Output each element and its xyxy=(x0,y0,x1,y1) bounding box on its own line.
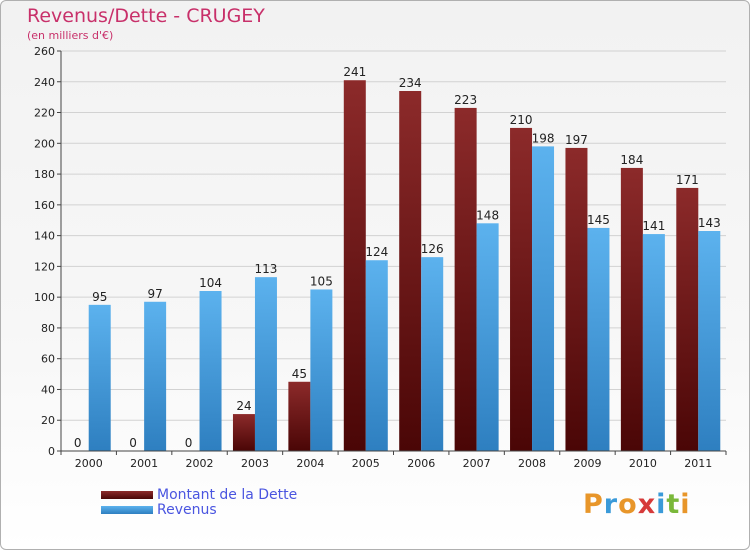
logo-letter: P xyxy=(583,489,604,520)
y-tick-label: 0 xyxy=(48,445,55,458)
data-label-debt: 184 xyxy=(620,153,643,167)
legend-label-debt: Montant de la Dette xyxy=(157,486,298,503)
x-tick-label: 2005 xyxy=(352,457,380,470)
bar-revenus xyxy=(144,301,167,451)
x-tick-label: 2008 xyxy=(518,457,546,470)
grid-lines xyxy=(61,50,726,452)
logo-letter: r xyxy=(603,489,619,520)
data-label-debt: 210 xyxy=(510,113,533,127)
x-tick-label: 2000 xyxy=(75,457,103,470)
proxiti-logo: Proxiti xyxy=(583,489,691,520)
y-tick-label: 100 xyxy=(34,291,55,304)
legend: Montant de la Dette Revenus xyxy=(101,486,298,518)
data-label-revenus: 124 xyxy=(365,245,388,259)
x-tick-label: 2006 xyxy=(407,457,435,470)
bar-debt xyxy=(510,127,533,451)
y-tick-label: 180 xyxy=(34,168,55,181)
legend-swatch-debt xyxy=(101,490,153,499)
bar-revenus xyxy=(421,257,444,451)
bar-debt xyxy=(343,80,366,451)
bar-revenus xyxy=(476,223,499,451)
bar-debt xyxy=(620,167,643,451)
data-label-debt: 24 xyxy=(236,399,251,413)
bar-debt xyxy=(232,414,255,451)
bar-revenus xyxy=(88,304,111,451)
data-label-revenus: 141 xyxy=(642,219,665,233)
y-axis: 0 20 40 60 80 100 120 140 160 180 200 220 240 260 xyxy=(34,45,62,458)
data-label-debt: 234 xyxy=(399,76,422,90)
data-label-revenus: 198 xyxy=(532,131,555,145)
y-tick-label: 220 xyxy=(34,107,55,120)
bar-revenus xyxy=(365,260,388,451)
x-tick-label: 2003 xyxy=(241,457,269,470)
data-label-debt: 223 xyxy=(454,93,477,107)
legend-label-revenus: Revenus xyxy=(157,501,217,518)
data-label-revenus: 113 xyxy=(255,262,278,276)
data-label-revenus: 105 xyxy=(310,274,333,288)
data-label-debt: 197 xyxy=(565,133,588,147)
data-label-debt: 241 xyxy=(343,65,366,79)
data-label-debt: 171 xyxy=(676,173,699,187)
legend-swatch-revenus xyxy=(101,505,153,514)
bar-debt xyxy=(288,381,311,451)
data-label-revenus: 143 xyxy=(698,216,721,230)
x-tick-label: 2010 xyxy=(629,457,657,470)
y-tick-label: 140 xyxy=(34,230,55,243)
chart-subtitle: (en milliers d'€) xyxy=(27,29,114,42)
x-axis: 2000 2001 2002 2003 2004 2005 2006 2007 2008 2009… xyxy=(60,450,727,470)
logo-letter: i xyxy=(656,489,667,520)
bar-revenus xyxy=(698,231,721,451)
logo-letter: i xyxy=(680,489,691,520)
bars: 0 95 0 97 0 104 24 113 45 105 241 124 234 126 223 148 21… xyxy=(74,65,721,451)
x-tick-label: 2007 xyxy=(463,457,491,470)
y-tick-label: 60 xyxy=(41,353,55,366)
legend-item-revenus: Revenus xyxy=(101,501,297,518)
data-label-revenus: 148 xyxy=(476,208,499,222)
logo-letter: x xyxy=(637,489,657,520)
data-label-debt: 45 xyxy=(292,367,307,381)
x-tick-label: 2001 xyxy=(130,457,158,470)
y-tick-label: 160 xyxy=(34,199,55,212)
y-tick-label: 200 xyxy=(34,137,55,150)
x-tick-label: 2011 xyxy=(684,457,712,470)
bar-revenus xyxy=(642,234,665,451)
bar-debt xyxy=(676,187,699,451)
data-label-revenus: 126 xyxy=(421,242,444,256)
bar-revenus xyxy=(532,146,555,451)
x-tick-label: 2004 xyxy=(296,457,324,470)
bar-revenus xyxy=(199,291,222,451)
data-label-revenus: 97 xyxy=(147,287,162,301)
bar-revenus xyxy=(587,227,610,451)
x-tick-label: 2002 xyxy=(186,457,214,470)
y-tick-label: 40 xyxy=(41,383,55,396)
y-tick-label: 80 xyxy=(41,322,55,335)
x-tick-label: 2009 xyxy=(573,457,601,470)
y-tick-label: 260 xyxy=(34,45,55,58)
y-tick-label: 240 xyxy=(34,76,55,89)
bar-debt xyxy=(454,107,477,451)
chart-title: Revenus/Dette - CRUGEY xyxy=(27,5,265,27)
data-label-debt: 0 xyxy=(129,436,137,450)
bar-debt xyxy=(399,91,422,451)
data-label-revenus: 145 xyxy=(587,213,610,227)
logo-letter: t xyxy=(666,489,681,520)
y-tick-label: 20 xyxy=(41,414,55,427)
bar-revenus xyxy=(254,277,277,451)
legend-item-debt: Montant de la Dette xyxy=(101,486,298,503)
data-label-revenus: 104 xyxy=(199,276,222,290)
data-label-revenus: 95 xyxy=(92,290,107,304)
logo-letter: o xyxy=(618,489,638,520)
bar-revenus xyxy=(310,289,333,451)
data-label-debt: 0 xyxy=(74,436,82,450)
bar-debt xyxy=(565,147,588,451)
y-tick-label: 120 xyxy=(34,260,55,273)
data-label-debt: 0 xyxy=(185,436,193,450)
